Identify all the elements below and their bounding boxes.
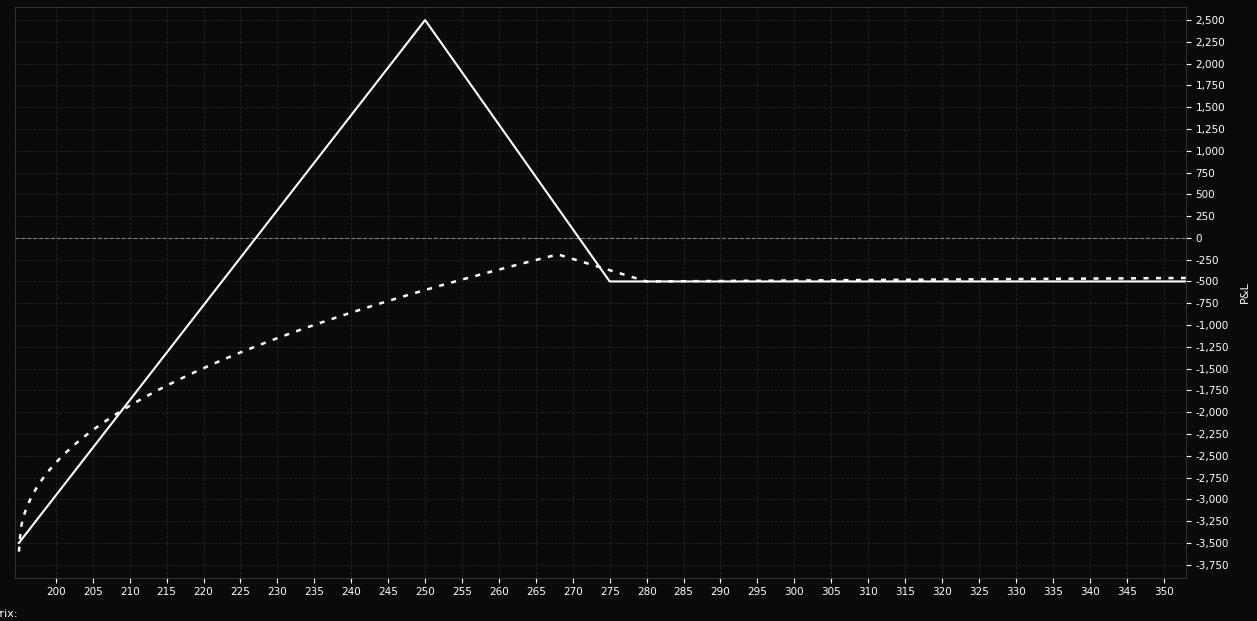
Y-axis label: P&L: P&L — [1241, 281, 1249, 303]
X-axis label: Prix:: Prix: — [0, 609, 18, 619]
